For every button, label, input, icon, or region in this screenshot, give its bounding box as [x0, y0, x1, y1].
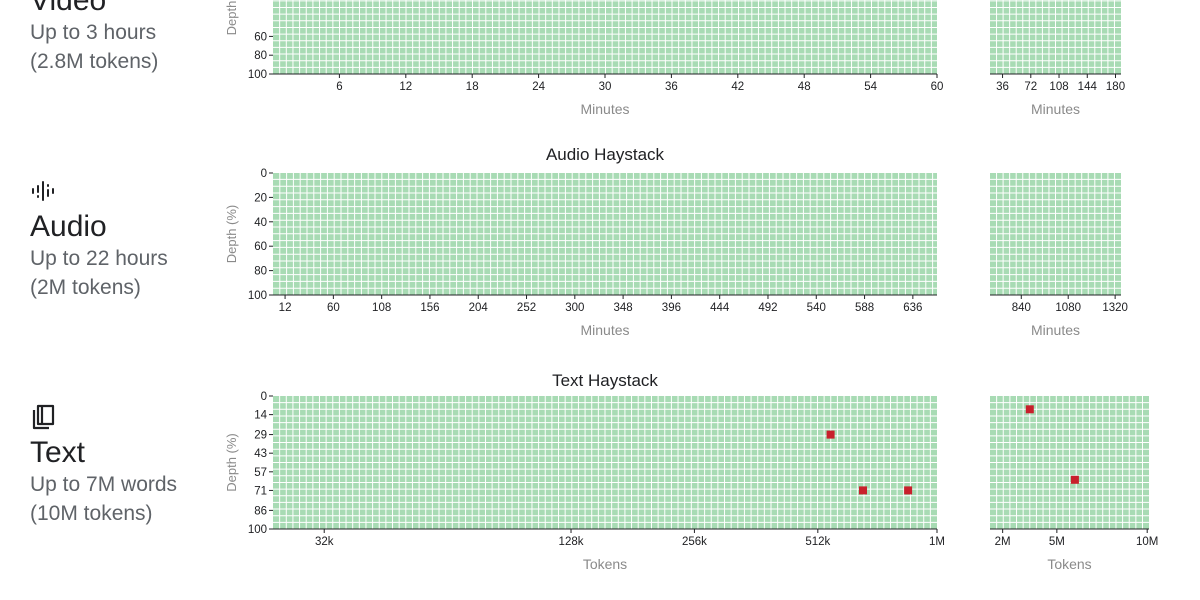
x-tick-label: 72	[1024, 81, 1037, 93]
modality-tokens: (10M tokens)	[30, 502, 153, 525]
modality-name: Text	[30, 436, 86, 469]
x-tick-label: 36	[665, 81, 678, 93]
x-tick-label: 18	[466, 81, 479, 93]
x-tick-label: 128k	[559, 536, 584, 548]
audio-waveform-icon	[32, 181, 54, 201]
x-tick-label: 540	[807, 302, 826, 314]
heatmap-cell-fail	[1025, 405, 1034, 414]
modality-text: Text Up to 7M words (10M tokens)	[30, 404, 177, 528]
y-tick-label: 100	[248, 524, 267, 536]
x-tick-label: 300	[565, 302, 584, 314]
x-axis-label: Tokens	[583, 556, 627, 572]
x-tick-label: 108	[372, 302, 391, 314]
x-axis-label: Minutes	[580, 322, 629, 338]
x-tick-label: 2M	[995, 536, 1011, 548]
modality-duration: Up to 3 hours	[30, 21, 157, 44]
heatmap-gridlines	[990, 396, 1149, 529]
chart-title: Text Haystack	[552, 371, 658, 390]
y-tick-label: 20	[254, 192, 267, 204]
y-tick-label: 57	[254, 467, 267, 479]
modality-tokens: (2.8M tokens)	[30, 50, 159, 73]
x-tick-label: 204	[469, 302, 489, 314]
y-tick-label: 0	[261, 391, 267, 403]
x-tick-label: 348	[614, 302, 633, 314]
x-tick-label: 108	[1049, 81, 1068, 93]
x-axis-label: Minutes	[1031, 101, 1080, 117]
x-tick-label: 60	[327, 302, 340, 314]
y-axis-label: Depth (%)	[224, 205, 239, 264]
x-tick-label: 60	[931, 81, 944, 93]
x-tick-label: 180	[1106, 81, 1125, 93]
x-tick-label: 840	[1012, 302, 1031, 314]
heatmap-cell-fail	[859, 486, 867, 495]
heatmap-gridlines	[990, 0, 1121, 74]
x-tick-label: 144	[1078, 81, 1098, 93]
x-tick-label: 6	[336, 81, 342, 93]
x-tick-label: 492	[758, 302, 777, 314]
heatmap-cell-fail	[826, 430, 835, 439]
x-tick-label: 256k	[682, 536, 707, 548]
heatmap-cell-fail	[1070, 475, 1079, 484]
y-tick-label: 29	[254, 430, 267, 442]
x-tick-label: 252	[517, 302, 536, 314]
x-tick-label: 36	[996, 81, 1009, 93]
x-tick-label: 54	[864, 81, 877, 93]
y-tick-label: 86	[254, 505, 267, 517]
x-tick-label: 5M	[1049, 536, 1065, 548]
modality-duration: Up to 7M words	[30, 473, 178, 496]
y-tick-label: 43	[254, 448, 267, 460]
x-axis-label: Minutes	[580, 101, 629, 117]
x-tick-label: 156	[420, 302, 439, 314]
x-tick-label: 636	[903, 302, 922, 314]
modality-video: Video Up to 3 hours (2.8M tokens)	[30, 0, 158, 76]
modality-name: Video	[30, 0, 107, 17]
heatmap-gridlines	[273, 173, 937, 295]
heatmap-gridlines	[273, 0, 937, 74]
x-tick-label: 512k	[805, 536, 830, 548]
y-tick-label: 0	[261, 168, 267, 180]
x-tick-label: 10M	[1136, 536, 1158, 548]
x-tick-label: 1M	[929, 536, 945, 548]
x-tick-label: 24	[532, 81, 545, 93]
x-tick-label: 12	[279, 302, 292, 314]
modality-duration: Up to 22 hours	[30, 247, 168, 270]
y-tick-label: 40	[254, 217, 267, 229]
y-tick-label: 100	[248, 69, 267, 81]
x-tick-label: 396	[662, 302, 681, 314]
y-tick-label: 14	[254, 410, 267, 422]
y-axis-label: Depth (%)	[224, 433, 239, 492]
y-tick-label: 80	[254, 50, 267, 62]
heatmap-gridlines	[990, 173, 1121, 295]
heatmap-cell-fail	[904, 486, 913, 495]
chart-title: Audio Haystack	[546, 145, 665, 164]
x-axis-label: Tokens	[1047, 556, 1091, 572]
y-tick-label: 60	[254, 31, 267, 43]
heatmap-gridlines	[273, 396, 937, 529]
y-tick-label: 100	[248, 290, 267, 302]
y-tick-label: 60	[254, 241, 267, 253]
y-tick-label: 80	[254, 266, 267, 278]
modality-tokens: (2M tokens)	[30, 276, 141, 299]
y-tick-label: 71	[254, 485, 267, 497]
x-tick-label: 30	[599, 81, 612, 93]
x-tick-label: 12	[399, 81, 412, 93]
x-tick-label: 32k	[315, 536, 334, 548]
x-tick-label: 48	[798, 81, 811, 93]
x-tick-label: 1080	[1055, 302, 1081, 314]
x-tick-label: 42	[731, 81, 744, 93]
y-axis-label: Depth	[224, 1, 239, 36]
x-tick-label: 1320	[1102, 302, 1128, 314]
modality-audio: Audio Up to 22 hours (2M tokens)	[30, 178, 168, 302]
x-axis-label: Minutes	[1031, 322, 1080, 338]
book-icon	[32, 404, 55, 430]
x-tick-label: 444	[710, 302, 730, 314]
x-tick-label: 588	[855, 302, 874, 314]
modality-name: Audio	[30, 210, 107, 243]
